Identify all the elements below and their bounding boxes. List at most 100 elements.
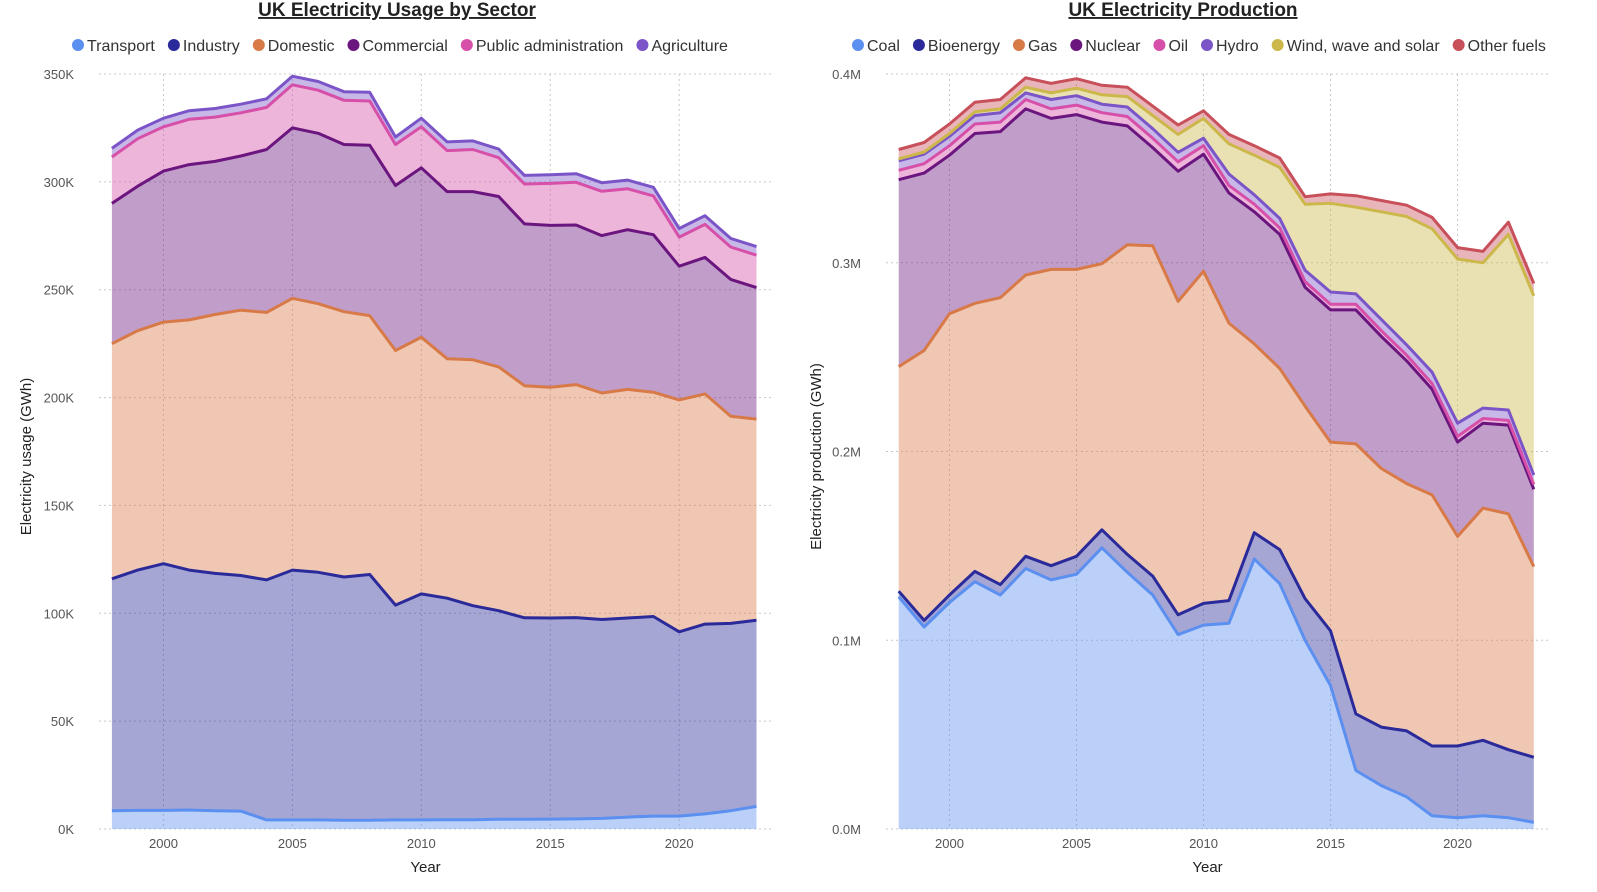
x-tick-label: 2020 [665, 836, 694, 851]
series-lines [897, 76, 1536, 824]
legend-label: Agriculture [651, 38, 728, 55]
x-axis-label: Year [1192, 859, 1222, 876]
y-tick-label: 0.3M [832, 256, 861, 271]
legend-marker [167, 39, 180, 51]
legend-label: Domestic [268, 38, 335, 55]
y-axis-ticks: 0.0M 0.1M 0.2M 0.3M 0.4M [832, 67, 861, 837]
y-tick-label: 200K [44, 391, 75, 406]
area-nuclear [898, 108, 1534, 567]
legend-item-coal[interactable]: Coal [852, 38, 900, 55]
stacked-areas [111, 76, 757, 829]
x-tick-label: 2000 [935, 836, 964, 851]
legend-item-hydro[interactable]: Hydro [1201, 38, 1259, 55]
legend-item-oil[interactable]: Oil [1153, 38, 1188, 55]
legend-item-other-fuels[interactable]: Other fuels [1452, 38, 1546, 55]
legend-marker [252, 39, 265, 51]
line-nuclear [898, 107, 1536, 490]
line-domestic [111, 296, 757, 421]
stacked-areas [898, 77, 1534, 829]
chart-title: UK Electricity Production [1068, 0, 1297, 21]
y-tick-label: 350K [44, 67, 75, 82]
area-commercial [111, 127, 757, 420]
area-transport [111, 806, 757, 829]
legend-item-public-administration[interactable]: Public administration [460, 38, 624, 55]
legend-label: Coal [867, 38, 900, 55]
line-bioenergy [897, 528, 1535, 759]
legend-marker [460, 39, 473, 51]
legend-label: Other fuels [1468, 38, 1546, 55]
line-oil [898, 98, 1536, 486]
legend-marker [347, 39, 360, 51]
y-tick-label: 0.4M [832, 67, 861, 82]
legend: Transport Industry Domestic Commercial Publi… [72, 38, 728, 55]
y-tick-label: 0.1M [832, 633, 861, 648]
x-tick-label: 2015 [536, 836, 565, 851]
y-tick-label: 50K [51, 714, 74, 729]
legend-label: Transport [87, 38, 155, 55]
legend-item-gas[interactable]: Gas [1012, 38, 1057, 55]
x-tick-label: 2005 [1062, 836, 1091, 851]
legend-marker [1452, 39, 1465, 51]
legend-label: Industry [183, 38, 240, 55]
y-tick-label: 100K [44, 606, 75, 621]
legend-item-agriculture[interactable]: Agriculture [636, 38, 728, 55]
legend-marker [1201, 39, 1213, 51]
legend-item-bioenergy[interactable]: Bioenergy [912, 38, 1000, 55]
area-wind-wave-and-solar [898, 87, 1534, 476]
y-tick-label: 300K [44, 175, 75, 190]
legend-label: Gas [1028, 38, 1057, 55]
area-public-administration [111, 84, 757, 288]
area-gas [898, 244, 1534, 758]
y-tick-label: 0K [58, 822, 74, 837]
legend-marker [1271, 39, 1284, 51]
line-public-administration [111, 83, 757, 257]
x-axis-ticks: 2000 2005 2010 2015 2020 [149, 836, 694, 851]
legend-item-commercial[interactable]: Commercial [347, 38, 448, 55]
line-other-fuels [898, 76, 1536, 285]
legend-item-industry[interactable]: Industry [167, 38, 240, 55]
x-tick-label: 2010 [407, 836, 436, 851]
y-tick-label: 0.2M [832, 445, 861, 460]
line-gas [897, 243, 1536, 568]
y-axis-ticks: 0K 50K 100K 150K 200K 250K 300K 350K [44, 67, 75, 837]
area-oil [898, 99, 1534, 490]
legend-label: Wind, wave and solar [1287, 38, 1441, 55]
gridlines [886, 73, 1549, 830]
legend-label: Nuclear [1085, 38, 1141, 55]
y-tick-label: 0.0M [832, 822, 861, 837]
legend-marker [1070, 39, 1083, 51]
line-coal [897, 546, 1535, 824]
area-bioenergy [898, 529, 1534, 823]
line-wind-wave-and-solar [898, 85, 1536, 297]
gridlines [99, 73, 772, 830]
line-hydro [898, 91, 1536, 476]
x-tick-label: 2015 [1316, 836, 1345, 851]
y-axis-label: Electricity usage (GWh) [18, 378, 35, 536]
line-commercial [111, 126, 757, 290]
area-hydro [898, 92, 1534, 485]
legend-item-transport[interactable]: Transport [72, 38, 155, 55]
legend-label: Public administration [476, 38, 624, 55]
x-axis-ticks: 2000 2005 2010 2015 2020 [935, 836, 1472, 851]
legend-label: Commercial [362, 38, 447, 55]
chart-title: UK Electricity Usage by Sector [258, 0, 536, 21]
x-tick-label: 2000 [149, 836, 178, 851]
x-axis-label: Year [410, 859, 440, 876]
legend-item-nuclear[interactable]: Nuclear [1070, 38, 1141, 55]
legend-item-domestic[interactable]: Domestic [252, 38, 335, 55]
legend-marker [72, 39, 84, 51]
y-axis-label: Electricity production (GWh) [808, 363, 825, 550]
legend-item-wind-wave-and-solar[interactable]: Wind, wave and solar [1271, 38, 1441, 55]
legend-marker [912, 39, 925, 51]
line-agriculture [111, 74, 757, 249]
line-industry [111, 562, 757, 634]
legend-label: Bioenergy [928, 38, 1000, 55]
legend: Coal Bioenergy Gas Nuclear Oil Hydro Wind, wav… [852, 38, 1546, 55]
series-lines [111, 74, 757, 822]
legend-marker [852, 39, 864, 51]
area-coal [898, 547, 1534, 829]
legend-label: Hydro [1216, 38, 1259, 55]
electricity-production-chart: UK Electricity Production Coal Bioenergy Ga… [808, 0, 1549, 876]
area-domestic [111, 298, 757, 632]
